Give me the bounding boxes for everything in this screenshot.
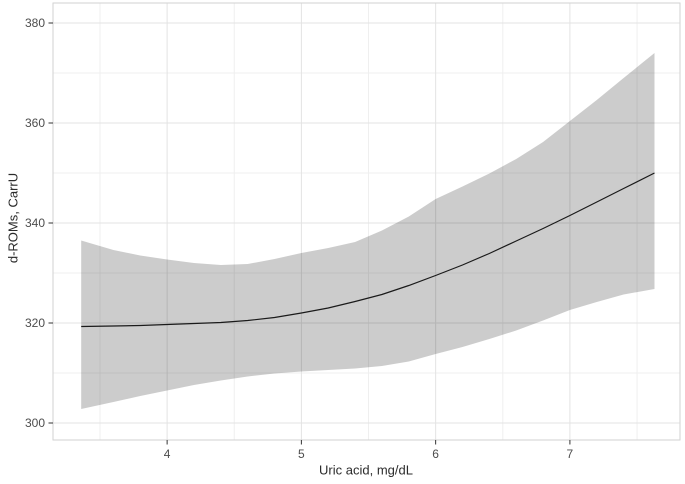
y-tick-label: 320 (25, 316, 45, 330)
y-tick-label: 340 (25, 216, 45, 230)
y-tick-label: 380 (25, 16, 45, 30)
panel-background (53, 3, 680, 440)
fit-line (81, 172, 655, 328)
x-tick-label: 7 (567, 447, 574, 461)
y-tick-label: 300 (25, 416, 45, 430)
y-axis-title: d-ROMs, CarrU (5, 172, 21, 264)
x-tick-label: 4 (164, 447, 171, 461)
y-tick-label: 360 (25, 116, 45, 130)
x-tick-label: 6 (432, 447, 439, 461)
x-axis-title: Uric acid, mg/dL (319, 462, 413, 478)
confidence-band (81, 53, 655, 409)
panel-border (52, 2, 681, 441)
x-tick-label: 5 (298, 447, 305, 461)
